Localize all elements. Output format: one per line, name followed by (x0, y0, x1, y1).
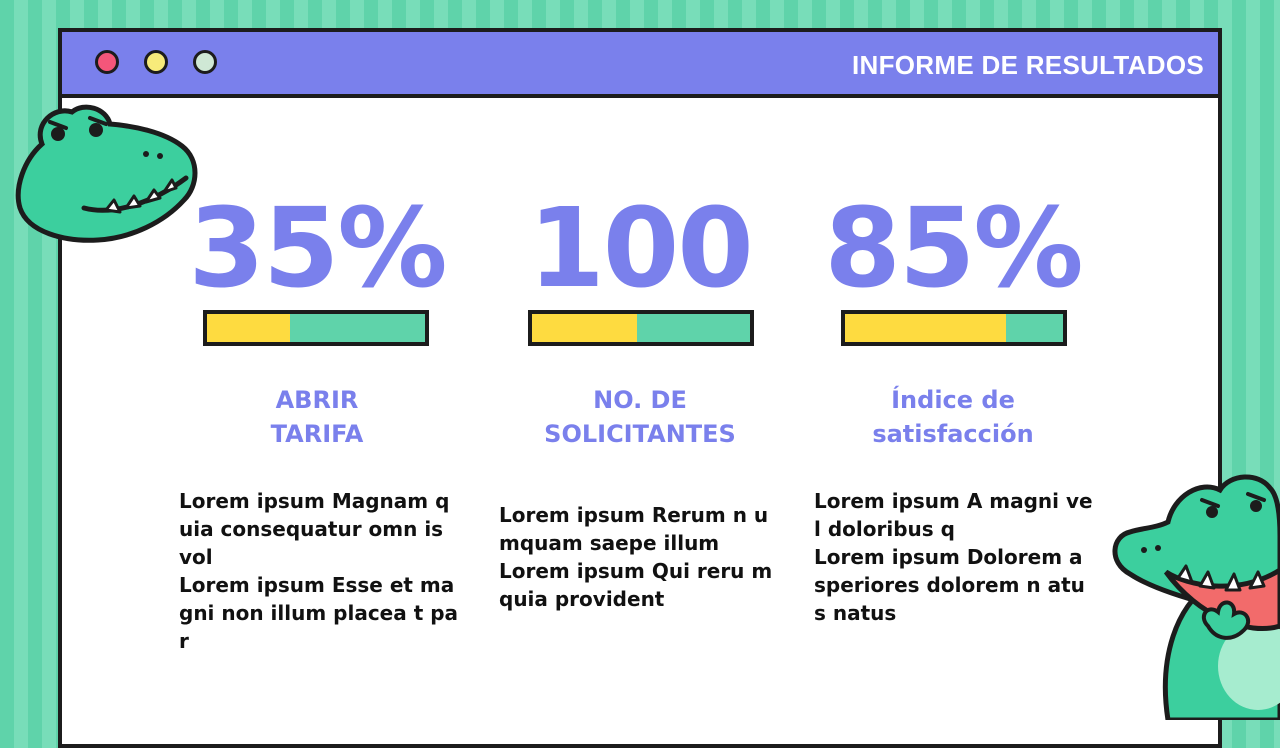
close-dot-button[interactable] (95, 50, 119, 74)
progress-bar (841, 310, 1067, 346)
description-paragraph: Lorem ipsum Esse et magni non illum plac… (179, 573, 459, 653)
minimize-dot-button[interactable] (144, 50, 168, 74)
stat-open-rate: 35% (177, 193, 457, 303)
window-title: INFORME DE RESULTADOS (851, 50, 1204, 80)
progress-fill (532, 314, 637, 342)
window-titlebar: INFORME DE RESULTADOS (62, 32, 1218, 98)
stat-label-line: TARIFA (270, 420, 364, 448)
description-paragraph: Lorem ipsum Qui reru m quia provident (499, 559, 773, 611)
crocodile-roaring-icon (1112, 474, 1280, 720)
stat-value: 100 (528, 184, 754, 312)
stat-applicants: 100 (500, 193, 780, 303)
progress-bar (528, 310, 754, 346)
stat-label-line: ABRIR (275, 386, 359, 414)
stat-description: Lorem ipsum Magnam quia consequatur omn … (179, 487, 459, 655)
progress-fill (845, 314, 1007, 342)
report-window: INFORME DE RESULTADOS (58, 28, 1222, 748)
stat-label: ABRIR TARIFA (177, 383, 457, 451)
stat-description: Lorem ipsum A magni vel doloribus q Lore… (814, 487, 1094, 627)
stat-label-line: NO. DE (593, 386, 687, 414)
stat-label-line: satisfacción (872, 420, 1034, 448)
description-paragraph: Lorem ipsum Dolorem asperiores dolorem n… (814, 545, 1085, 625)
stat-label: Índice de satisfacción (813, 383, 1093, 451)
description-paragraph: Lorem ipsum A magni vel doloribus q (814, 489, 1093, 541)
stat-value: 35% (188, 184, 447, 312)
stat-label-line: Índice de (891, 386, 1015, 414)
maximize-dot-button[interactable] (193, 50, 217, 74)
description-paragraph: Lorem ipsum Rerum n umquam saepe illum (499, 503, 769, 555)
stat-satisfaction: 85% (813, 193, 1093, 303)
description-paragraph: Lorem ipsum Magnam quia consequatur omn … (179, 489, 450, 569)
progress-fill (207, 314, 290, 342)
stat-label-line: SOLICITANTES (544, 420, 736, 448)
stat-value: 85% (824, 184, 1083, 312)
progress-bar (203, 310, 429, 346)
stat-label: NO. DE SOLICITANTES (500, 383, 780, 451)
stat-description: Lorem ipsum Rerum n umquam saepe illum L… (499, 501, 779, 613)
crocodile-head-icon (15, 104, 198, 243)
